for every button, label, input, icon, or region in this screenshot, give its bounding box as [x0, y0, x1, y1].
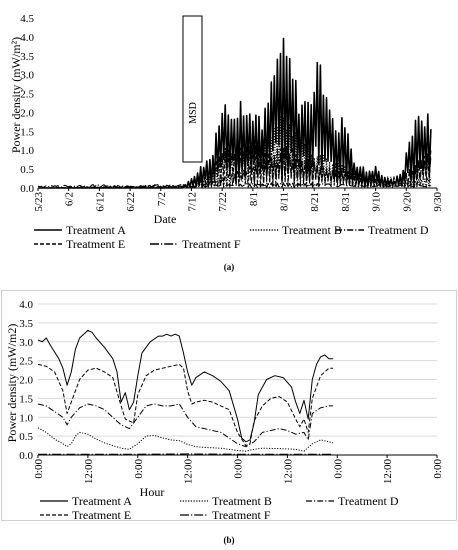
panel-a-y-tick-label: 1.0 [20, 145, 34, 157]
panel-a-x-tick-label: 8/11 [279, 192, 291, 211]
panel-a-legend-label: Treatment E [66, 237, 125, 251]
panel-a-x-tick-label: 9/30 [432, 192, 444, 212]
panel-b-y-tick-label: 2.0 [19, 375, 33, 387]
panel-b-x-tick-label: 12:00 [282, 459, 294, 485]
panel-b-legend-label: Treatment D [338, 494, 399, 508]
panel-b-y-tick-label: 3.0 [19, 337, 33, 349]
panel-b-legend-label: Treatment A [72, 494, 132, 508]
panel-b-x-tick-label: 0:00 [432, 459, 444, 479]
panel-b-frame [1, 290, 457, 521]
panel-a-x-tick-label: 9/20 [401, 192, 413, 212]
panel-a-legend-label: Treatment F [182, 237, 241, 251]
panel-a-x-tick-label: 8/1 [248, 192, 260, 206]
panel-b-x-tick-label: 0:00 [33, 459, 45, 479]
panel-b-legend-label: Treatment F [212, 508, 271, 522]
msd-annotation-box [182, 15, 203, 163]
panel-b-y-tick-label: 1.5 [19, 393, 33, 405]
panel-b-y-tick-label: 2.5 [19, 356, 33, 368]
panel-a-series-line [38, 37, 432, 189]
panel-b-x-tick-label: 12:00 [83, 459, 95, 485]
msd-annotation-label: MSD [188, 102, 199, 124]
panel-a-x-tick-label: 7/2 [156, 192, 168, 206]
panel-a-y-tick-label: 3.5 [20, 51, 34, 63]
panel-b-y-tick-label: 0.5 [19, 431, 33, 443]
panel-b-x-tick-label: 0:00 [332, 459, 344, 479]
panel-b-x-axis-label: Hour [140, 485, 165, 499]
panel-b-y-tick-label: 4.0 [19, 299, 33, 311]
panel-a-y-tick-label: 3.0 [20, 70, 34, 82]
panel-b-x-tick-label: 0:00 [133, 459, 145, 479]
panel-a-chart: Power density (mW/m²) Date MSD 0.0 0.5 1.0… [9, 13, 444, 251]
panel-b-y-tick-label: 1.0 [19, 412, 33, 424]
panel-a-x-tick-label: 7/12 [186, 192, 198, 212]
panel-a-y-tick-label: 1.5 [20, 126, 34, 138]
panel-a-x-tick-label: 7/22 [217, 192, 229, 212]
panel-a-series-line [38, 145, 432, 189]
panel-b-legend-label: Treatment B [212, 494, 272, 508]
panel-a-y-tick-label: 2.5 [20, 89, 34, 101]
panel-a-legend-label: Treatment B [282, 223, 342, 237]
panel-a-x-tick-label: 8/31 [340, 192, 352, 212]
panel-a-x-tick-label: 6/2 [64, 192, 76, 206]
panel-b-x-tick-label: 12:00 [382, 459, 394, 485]
panel-b-y-tick-label: 3.5 [19, 318, 33, 330]
panel-b-series-line [37, 403, 334, 448]
panel-a-x-tick-label: 5/23 [33, 192, 45, 212]
panel-b-caption: (b) [224, 535, 235, 545]
panel-b-x-tick-label: 0:00 [233, 459, 245, 479]
panel-a-caption: (a) [224, 262, 235, 272]
panel-a-legend-label: Treatment A [66, 223, 126, 237]
panel-a-x-tick-label: 8/21 [309, 192, 321, 212]
panel-a-y-tick-label: 2.0 [20, 107, 34, 119]
panel-a-series-line [37, 182, 432, 189]
panel-a-y-tick-label: 4.0 [20, 32, 34, 44]
panel-b-legend-label: Treatment E [72, 508, 131, 522]
panel-a-x-tick-label: 9/10 [371, 192, 383, 212]
panel-b-series-line [37, 329, 334, 443]
panel-a-legend-label: Treatment D [368, 223, 429, 237]
panel-a-y-tick-label: 4.5 [20, 13, 34, 25]
panel-a-y-tick-label: 0.0 [20, 183, 34, 195]
panel-a-x-tick-label: 6/12 [94, 192, 106, 212]
panel-b-y-tick-label: 0.0 [19, 450, 33, 462]
panel-b-chart: Power density (mW/m2) Hour 0.0 0.5 1.0 1.5 2… [1, 290, 457, 522]
panel-a-y-axis-label: Power density (mW/m²) [9, 37, 23, 153]
panel-a-series-line [38, 115, 432, 189]
panel-a-y-tick-label: 0.5 [20, 164, 34, 176]
panel-b-x-tick-label: 12:00 [183, 459, 195, 485]
panel-b-y-axis-label: Power density (mW/m2) [5, 324, 19, 443]
panel-a-x-axis-label: Date [154, 212, 177, 226]
panel-a-x-tick-label: 6/22 [125, 192, 137, 212]
